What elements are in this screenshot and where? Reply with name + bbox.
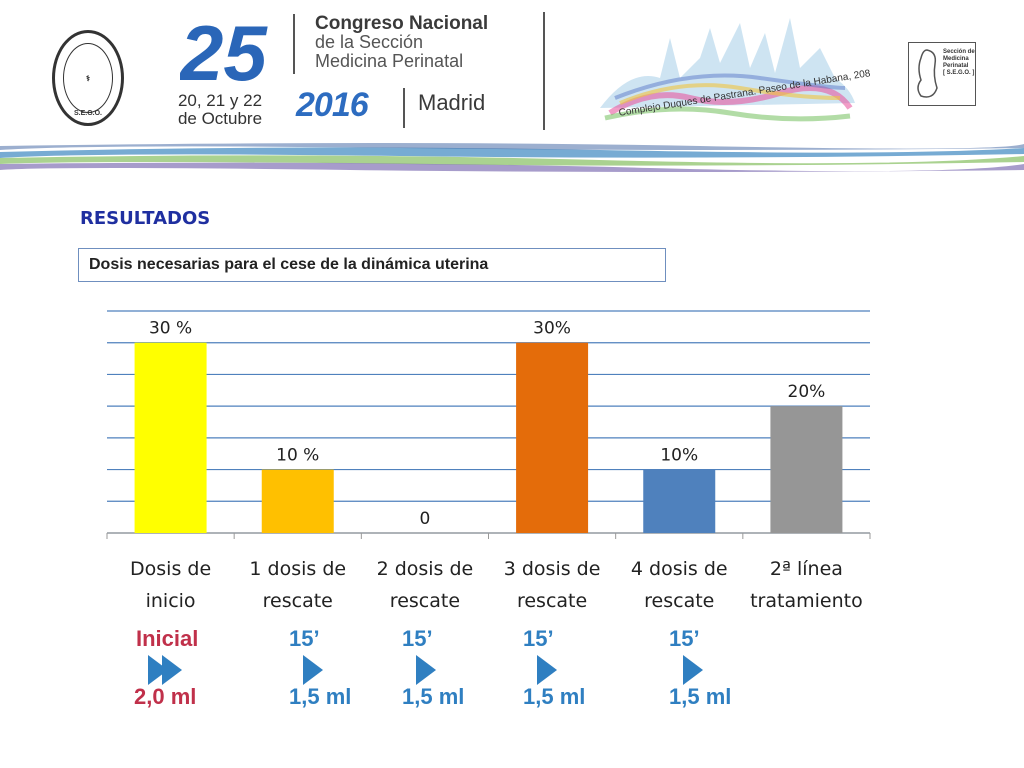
category-label: inicio: [146, 590, 196, 612]
madrid-skyline-illustration: [600, 18, 855, 122]
data-label: 30%: [533, 319, 571, 339]
dates-line-1: 20, 21 y 22: [177, 91, 263, 110]
sego-seal-logo: ⚕ S.E.G.O.: [52, 30, 124, 126]
section-logo-line: [ S.E.G.O. ]: [943, 70, 975, 76]
category-label: 3 dosis de: [504, 558, 601, 580]
divider: [543, 12, 545, 130]
bar: [261, 469, 334, 533]
play-arrow-icon: [162, 655, 182, 685]
play-arrow-icon: [683, 655, 703, 685]
category-label: 1 dosis de: [249, 558, 346, 580]
chart-subtitle: Dosis necesarias para el cese de la diná…: [89, 256, 489, 273]
play-arrow-icon: [303, 655, 323, 685]
data-label: 10%: [660, 446, 698, 466]
protocol-dose-label: 1,5 ml: [402, 684, 465, 709]
seal-text: S.E.G.O.: [73, 110, 102, 117]
category-label: rescate: [390, 590, 460, 612]
data-label: 10 %: [276, 446, 319, 466]
congress-dates: 20, 21 y 22 de Octubre: [165, 92, 275, 128]
bar: [643, 469, 716, 533]
bar: [134, 342, 207, 533]
divider: [293, 14, 295, 74]
bar: [516, 342, 589, 533]
section-logo-line: Sección de: [943, 49, 975, 55]
seal-emblem: ⚕: [63, 43, 113, 113]
section-logo-line: Perinatal: [943, 63, 969, 69]
protocol-interval-label: Inicial: [136, 626, 199, 651]
category-label: rescate: [517, 590, 587, 612]
edition-25-logo: 25: [180, 10, 268, 90]
congress-city: Madrid: [418, 90, 486, 115]
category-label: rescate: [644, 590, 714, 612]
medicina-perinatal-logo: Sección de Medicina Perinatal [ S.E.G.O.…: [908, 42, 976, 106]
data-label: 30 %: [149, 319, 192, 339]
category-label: 4 dosis de: [631, 558, 728, 580]
congress-header: ⚕ S.E.G.O. 25 20, 21 y 22 de Octubre Con…: [0, 0, 1024, 185]
protocol-interval-label: 15’: [669, 626, 700, 651]
congress-year: 2016: [296, 86, 369, 124]
fetus-icon: [917, 49, 938, 98]
chart-subtitle-box: Dosis necesarias para el cese de la diná…: [78, 248, 666, 282]
data-label: 20%: [788, 382, 826, 402]
edition-number: 25: [180, 10, 268, 90]
protocol-interval-label: 15’: [402, 626, 433, 651]
congress-line-1: Congreso Nacional: [315, 13, 489, 34]
congress-name: Congreso Nacional de la Sección Medicina…: [315, 14, 488, 71]
protocol-interval-label: 15’: [523, 626, 554, 651]
protocol-dose-label: 2,0 ml: [134, 684, 197, 709]
protocol-dose-label: 1,5 ml: [669, 684, 732, 709]
divider: [403, 88, 405, 128]
play-arrow-icon: [537, 655, 557, 685]
dates-line-2: de Octubre: [177, 109, 263, 128]
category-label: 2 dosis de: [377, 558, 474, 580]
category-label: 2ª línea: [770, 558, 843, 580]
section-logo-line: Medicina: [943, 56, 969, 62]
category-label: tratamiento: [750, 590, 863, 612]
protocol-dose-label: 1,5 ml: [523, 684, 586, 709]
protocol-dose-label: 1,5 ml: [289, 684, 352, 709]
decorative-brush-stroke: [0, 143, 1024, 172]
play-arrow-icon: [416, 655, 436, 685]
bar: [770, 406, 843, 533]
congress-line-2: de la Sección: [315, 32, 424, 52]
data-label: 0: [420, 509, 431, 529]
category-label: rescate: [263, 590, 333, 612]
category-label: Dosis de: [130, 558, 211, 580]
section-title: RESULTADOS: [80, 208, 211, 229]
section-logo-text: Sección de Medicina Perinatal [ S.E.G.O.…: [943, 49, 975, 77]
protocol-interval-label: 15’: [289, 626, 320, 651]
congress-line-3: Medicina Perinatal: [315, 51, 464, 71]
